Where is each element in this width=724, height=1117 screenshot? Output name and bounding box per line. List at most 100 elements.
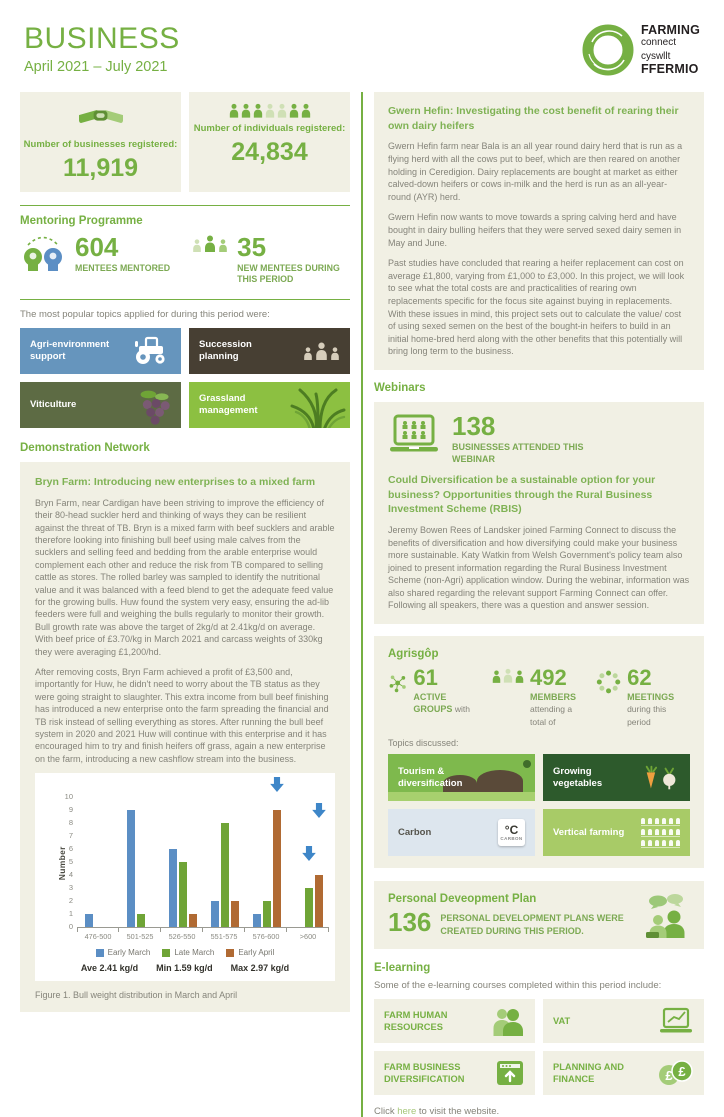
footer-prefix: Click: [374, 1106, 398, 1117]
gwern-hefin-case-study: Gwern Hefin: Investigating the cost bene…: [374, 92, 704, 370]
agrisgop-card: Agrisgôp: [374, 636, 704, 869]
stat-label: Number of businesses registered:: [23, 139, 178, 150]
stat-value: 492: [530, 665, 567, 691]
y-tick-1: 1: [68, 909, 73, 919]
mentor-heads-icon: [24, 236, 62, 271]
x-tick-label: 476-500: [84, 932, 112, 942]
stat-label: MENTEES MENTORED: [75, 262, 171, 273]
businesses-registered-card: Number of businesses registered: 11,919: [20, 92, 181, 192]
logo-line1: FARMING: [640, 23, 700, 38]
chart-plot-area: 0 1 2 3 4 5 6 7 8 9 10: [65, 777, 329, 933]
chart-legend: Early March Late March Early April: [41, 948, 329, 957]
tile-label: Carbon: [398, 826, 432, 838]
website-link[interactable]: here: [397, 1106, 417, 1117]
case-title: Bryn Farm: Introducing new enterprises t…: [35, 475, 316, 488]
pdp-count: 136: [388, 907, 432, 938]
tile-label: Viticulture: [30, 398, 77, 410]
y-tick-3: 3: [68, 883, 73, 893]
logo-swirl-icon: [582, 24, 634, 76]
case-paragraph: After removing costs, Bryn Farm achieved…: [35, 666, 329, 764]
elearning-intro: Some of the e-learning courses completed…: [374, 980, 662, 992]
individuals-registered-card: Number of individuals registered: 24,834: [189, 92, 350, 192]
column-divider: [361, 92, 363, 1117]
page-title: BUSINESS: [24, 22, 180, 55]
pdp-heading: Personal Deveopment Plan: [388, 893, 537, 906]
tile-label: VAT: [553, 1015, 571, 1026]
y-tick-0: 0: [68, 922, 73, 932]
window-arrow-icon: [497, 1061, 523, 1086]
tile-label: FARM BUSINESS DIVERSIFICATION: [384, 1061, 465, 1085]
topics-intro: The most popular topics applied for duri…: [20, 308, 270, 320]
bar-576-600-early-march: [253, 914, 261, 928]
topic-tile-succession: Succession planning: [189, 327, 350, 374]
network-icon: [389, 675, 406, 693]
meetings-stat: 62 MEETINGS during this period: [596, 667, 690, 728]
tractor-icon: [135, 336, 165, 364]
people-row-icon: [189, 103, 350, 118]
x-tick-label: 551-575: [210, 932, 238, 942]
report-period: April 2021 – July 2021: [24, 59, 168, 75]
course-tile-planning-and-finance: PLANNING AND FINANCE £ £: [543, 1051, 704, 1096]
svg-text:£: £: [678, 1064, 686, 1079]
bar-group-551-575: [203, 798, 245, 933]
agrisgop-heading: Agrisgôp: [388, 648, 439, 661]
pdp-label: PERSONAL DEVELOPMENT PLANS WERE CREATED …: [440, 913, 624, 936]
tile-label: FARM HUMAN RESOURCES: [384, 1009, 448, 1033]
bar-576-600-late-march: [263, 901, 271, 928]
topic-tile-carbon: Carbon °C CARBON: [388, 809, 535, 857]
bar-501-525-late-march: [137, 914, 145, 928]
glamping-pods-icon: [443, 775, 477, 793]
max-stat: Max 2.97 kg/d: [230, 963, 290, 974]
bar-group-501-525: [119, 798, 161, 933]
webinars-heading: Webinars: [374, 381, 426, 394]
x-axis-labels: 476-500 501-525 526-550 551-575 576-600 >600: [77, 932, 329, 941]
tile-label: Grassland management: [199, 392, 258, 416]
bar-501-525-early-march: [127, 810, 135, 928]
bar-group-526-550: [161, 798, 203, 933]
legend-item-late-march: Late March: [162, 948, 214, 957]
bar-551-575-late-march: [221, 823, 229, 928]
mentees-mentored-stat: 604 MENTEES MENTORED: [20, 234, 171, 274]
stat-value: 35: [237, 232, 267, 262]
highlight-arrow-icon: [270, 777, 284, 793]
stat-label: MEETINGS during this period: [627, 691, 675, 727]
people-chat-icon: [646, 894, 685, 939]
tree-icon: [523, 760, 531, 769]
x-tick-label: 501-525: [126, 932, 154, 942]
y-tick-6: 6: [68, 844, 73, 854]
bar-526-550-early-april: [189, 914, 197, 928]
webinar-laptop-icon: [390, 414, 438, 452]
topic-tile-agri-environment: Agri-environment support: [20, 327, 181, 374]
stat-label: NEW MENTEES DURING THIS PERIOD: [237, 262, 340, 285]
x-tick-label: >600: [299, 932, 317, 942]
stat-label: Number of individuals registered:: [193, 123, 346, 134]
family-icon: [303, 342, 340, 360]
course-tile-vat: VAT: [543, 999, 704, 1044]
case-paragraph: Gwern Hefin now wants to move towards a …: [388, 212, 682, 248]
bar-group-576-600: [245, 777, 287, 933]
topic-tile-tourism: Tourism & diversification: [388, 754, 535, 802]
case-paragraph: Bryn Farm, near Cardigan have been striv…: [35, 497, 335, 657]
logo-line2: connect: [640, 36, 676, 48]
webinar-card: 138 BUSINESSES ATTENDED THIS WEBINAR Cou…: [374, 401, 704, 625]
report-header: BUSINESS April 2021 – July 2021 FARMING …: [20, 16, 704, 76]
case-paragraph: Past studies have concluded that rearing…: [388, 258, 685, 357]
mentoring-heading: Mentoring Programme: [20, 215, 143, 227]
header-titles: BUSINESS April 2021 – July 2021: [24, 22, 180, 75]
stat-label: MEMBERS attending a total of: [530, 691, 577, 727]
topic-tile-viticulture: Viticulture: [20, 381, 181, 428]
y-tick-5: 5: [68, 857, 73, 867]
elearning-heading: E-learning: [374, 962, 431, 975]
legend-item-early-april: Early April: [226, 948, 274, 957]
personal-development-plan-card: Personal Deveopment Plan 136 PERSONAL DE…: [374, 881, 704, 950]
highlight-arrow-icon: [312, 803, 326, 819]
laptop-chart-icon: [660, 1007, 692, 1033]
logo-line4: FFERMIO: [640, 61, 699, 76]
y-tick-4: 4: [68, 870, 73, 880]
webinar-paragraph: Jeremy Bowen Rees of Landsker joined Far…: [388, 524, 690, 611]
bar-526-550-late-march: [179, 862, 187, 928]
tile-label: Agri-environment support: [30, 338, 110, 362]
y-tick-2: 2: [68, 896, 73, 906]
y-tick-8: 8: [68, 818, 73, 828]
